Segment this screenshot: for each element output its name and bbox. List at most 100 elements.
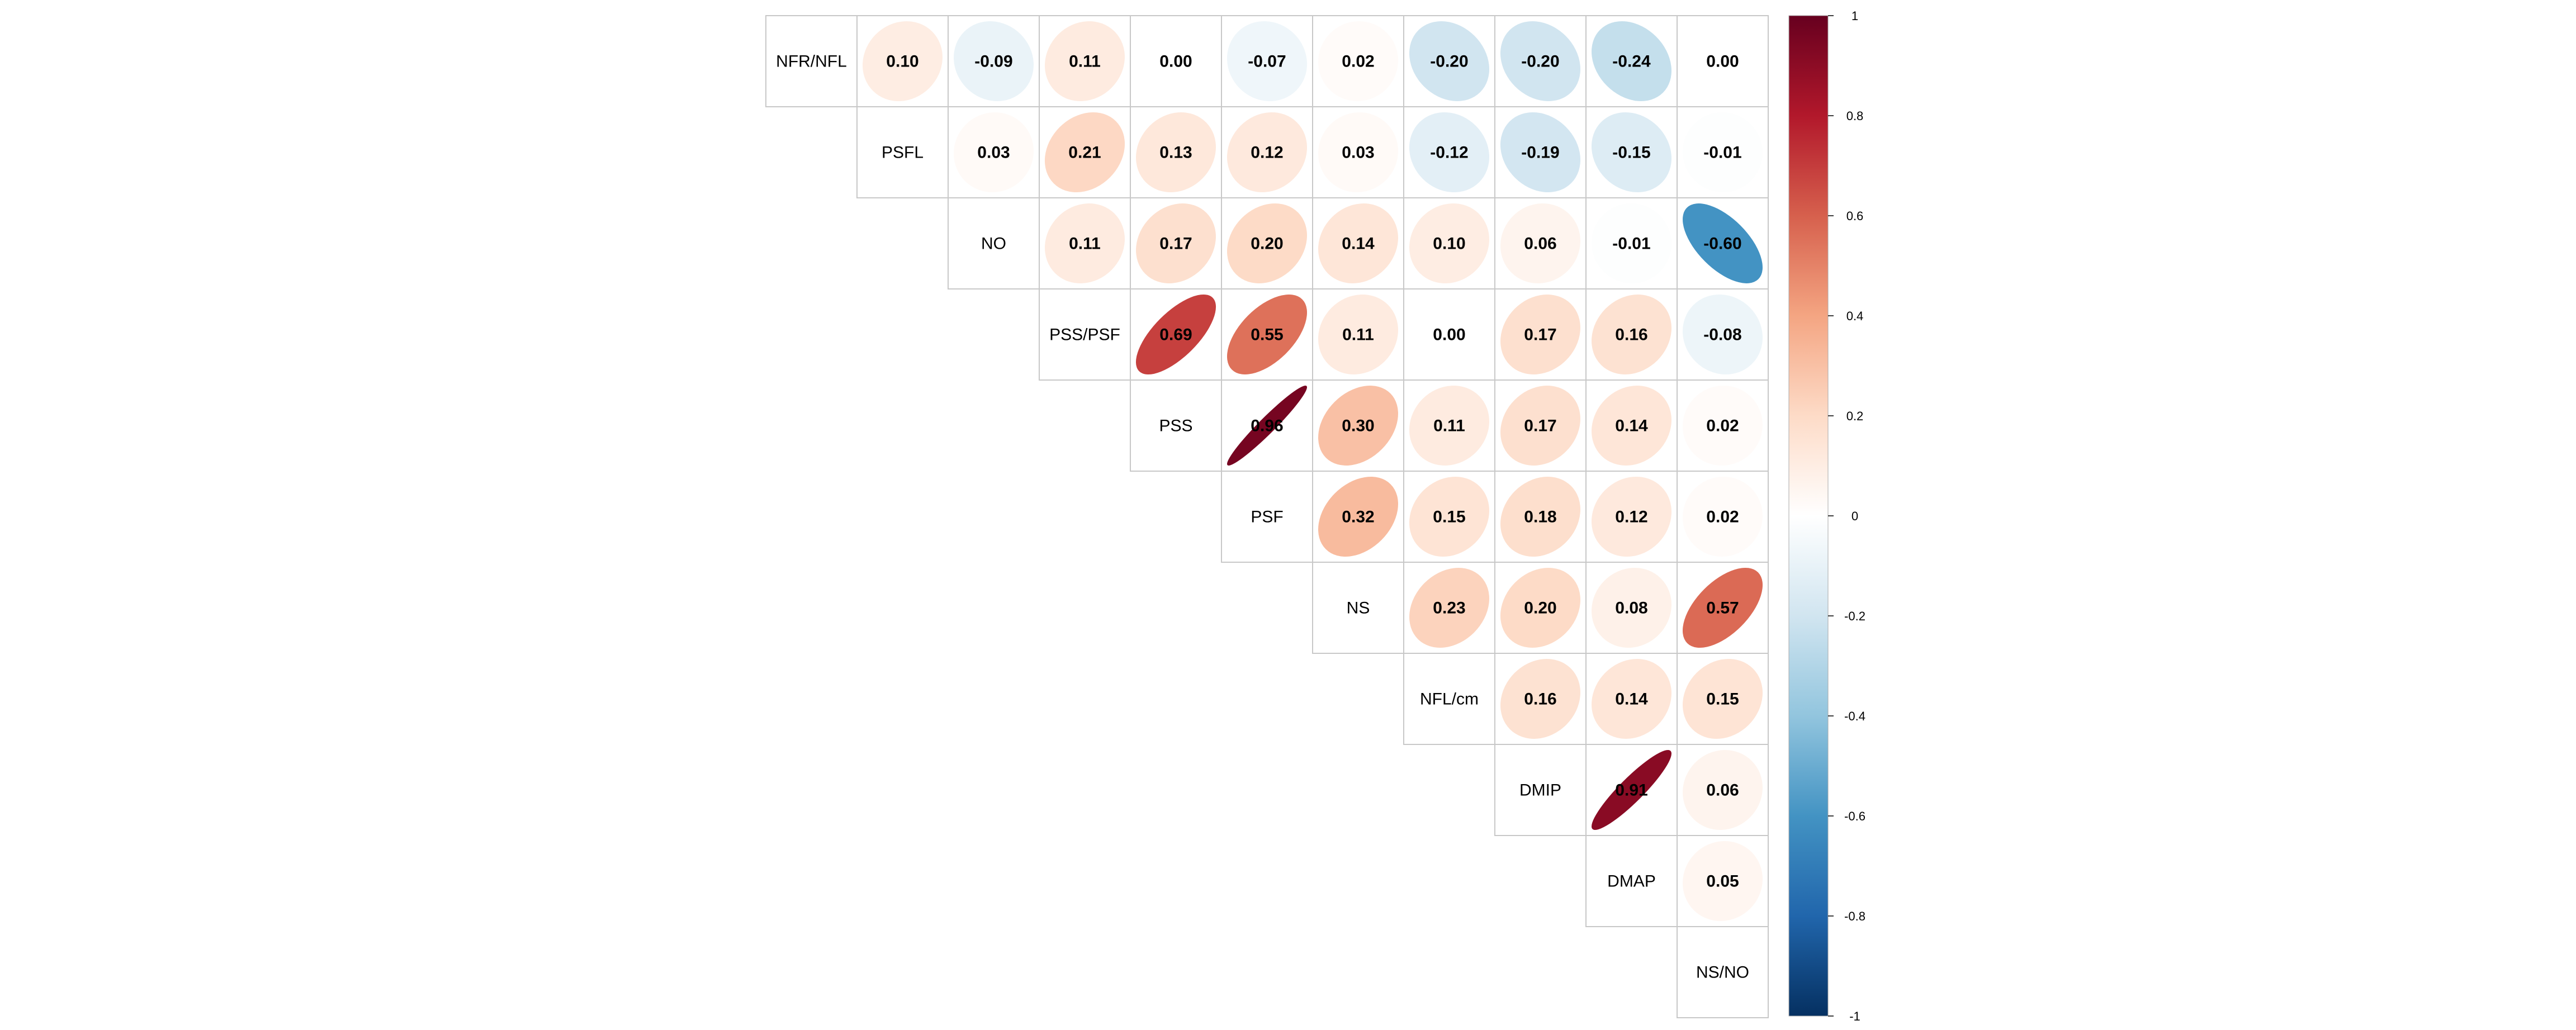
corr-ellipse-pss-psf-psf [1227, 294, 1308, 375]
corr-value-psfl-psf: 0.12 [1251, 144, 1283, 162]
corr-ellipse-no-dmap [1591, 203, 1672, 284]
corr-ellipse-ns-ns-no [1682, 567, 1763, 648]
corr-value-no-pss-psf: 0.11 [1069, 235, 1101, 253]
corr-value-psfl-nfl-cm: -0.12 [1430, 144, 1468, 162]
corr-ellipse-psf-nfl-cm [1409, 476, 1490, 557]
corr-ellipse-psfl-nfl-cm [1409, 112, 1490, 193]
corr-ellipse-nfr-nfl-no [954, 21, 1034, 101]
variable-label-psfl: PSFL [882, 144, 924, 162]
variable-label-pss-psf: PSS/PSF [1049, 326, 1120, 344]
corr-ellipse-psf-dmap [1591, 476, 1672, 557]
colorbar-tick-label: -0.6 [1844, 809, 1865, 823]
corr-value-no-pss: 0.17 [1159, 235, 1192, 253]
corr-ellipse-pss-dmap [1592, 386, 1671, 466]
corr-value-no-nfl-cm: 0.10 [1433, 235, 1465, 253]
variable-label-nfl-cm: NFL/cm [1420, 690, 1479, 709]
corr-value-nfr-nfl-dmap: -0.24 [1612, 53, 1651, 71]
corr-value-pss-dmap: 0.14 [1615, 417, 1648, 435]
colorbar-tick-label: 0 [1852, 509, 1858, 523]
corr-value-nfr-nfl-psf: -0.07 [1248, 53, 1286, 71]
corr-value-psfl-dmap: -0.15 [1612, 144, 1650, 162]
corr-ellipse-pss-psf-dmip [1500, 295, 1580, 374]
corr-ellipse-dmip-ns-no [1683, 750, 1763, 830]
corr-value-no-ns-no: -0.60 [1703, 235, 1741, 253]
corr-ellipse-nfr-nfl-dmip [1500, 21, 1581, 102]
corr-ellipse-no-ns [1318, 203, 1398, 283]
corr-value-nfr-nfl-pss-psf: 0.11 [1069, 53, 1101, 71]
corr-ellipse-pss-psf-dmap [1592, 295, 1671, 374]
corr-ellipse-nfr-nfl-ns [1318, 21, 1399, 102]
corr-ellipse-psfl-ns-no [1682, 112, 1763, 193]
corr-value-no-dmap: -0.01 [1612, 235, 1650, 253]
colorbar-tick-label: -0.4 [1844, 709, 1865, 723]
corr-ellipse-no-pss [1136, 203, 1216, 283]
corr-value-pss-nfl-cm: 0.11 [1433, 417, 1465, 435]
corr-ellipse-pss-ns [1318, 386, 1398, 466]
corr-value-pss-ns-no: 0.02 [1706, 417, 1739, 435]
corr-value-no-ns: 0.14 [1342, 235, 1375, 253]
corr-ellipse-pss-psf-ns-no [1682, 294, 1763, 375]
corr-value-ns-ns-no: 0.57 [1706, 599, 1739, 618]
corr-ellipse-psfl-pss [1135, 112, 1216, 193]
corr-value-psf-ns: 0.32 [1342, 508, 1374, 526]
corr-value-pss-psf-psf: 0.55 [1251, 326, 1283, 344]
corr-ellipse-pss-psf-pss [1135, 294, 1216, 375]
corr-ellipse-pss-nfl-cm [1409, 385, 1490, 466]
corr-ellipse-pss-psf-nfl-cm [1409, 295, 1489, 374]
colorbar-tick-label: 0.2 [1846, 409, 1864, 423]
variable-label-no: NO [981, 235, 1006, 253]
variable-label-dmap: DMAP [1607, 872, 1656, 891]
corr-ellipse-pss-psf-ns [1318, 294, 1399, 375]
corr-ellipse-pss-psf [1227, 386, 1307, 466]
colorbar-tick-label: -0.2 [1844, 609, 1865, 623]
corr-value-nfr-nfl-ns-no: 0.00 [1706, 53, 1739, 71]
colorbar: 1 0.8 0.6 0.4 0.2 0 -0.2 -0.4 -0.6 -0.8 -1 [1788, 9, 1865, 1023]
corr-ellipse-psf-ns [1318, 477, 1398, 557]
corr-value-nfl-cm-dmap: 0.14 [1615, 690, 1648, 709]
corr-value-pss-psf-ns-no: -0.08 [1703, 326, 1741, 344]
colorbar-tick-label: -1 [1849, 1009, 1860, 1023]
corr-ellipse-pss-dmip [1500, 386, 1580, 466]
corr-ellipse-nfr-nfl-pss-psf [1044, 21, 1125, 102]
colorbar-tick-label: -0.8 [1844, 909, 1865, 923]
corr-value-psfl-pss-psf: 0.21 [1068, 144, 1101, 162]
corr-ellipse-ns-nfl-cm [1409, 568, 1489, 648]
corr-value-nfr-nfl-pss: 0.00 [1159, 53, 1192, 71]
variable-label-ns-no: NS/NO [1696, 963, 1749, 982]
corr-value-nfl-cm-ns-no: 0.15 [1706, 690, 1739, 709]
variable-label-ns: NS [1347, 599, 1370, 618]
corr-value-pss-psf: 0.96 [1251, 417, 1283, 435]
variable-label-dmip: DMIP [1519, 781, 1561, 800]
colorbar-tick-label: 1 [1852, 9, 1858, 23]
corr-value-psfl-no: 0.03 [977, 144, 1010, 162]
corr-ellipse-psfl-pss-psf [1044, 112, 1125, 193]
correlation-grid [765, 15, 1769, 1018]
variable-label-psf: PSF [1251, 508, 1283, 526]
corr-ellipse-no-nfl-cm [1409, 203, 1489, 283]
variable-label-pss: PSS [1159, 417, 1192, 435]
corr-value-nfr-nfl-nfl-cm: -0.20 [1430, 53, 1468, 71]
corr-ellipse-psf-ns-no [1682, 476, 1763, 557]
corr-value-psfl-pss: 0.13 [1159, 144, 1192, 162]
corr-value-pss-psf-pss: 0.69 [1159, 326, 1192, 344]
corr-ellipse-psfl-psf [1227, 112, 1308, 193]
corr-ellipse-nfr-nfl-psf [1227, 21, 1308, 102]
variable-label-nfr-nfl: NFR/NFL [776, 53, 847, 71]
corr-ellipse-no-pss-psf [1044, 203, 1125, 284]
corr-value-no-psf: 0.20 [1251, 235, 1283, 253]
corr-value-psf-dmap: 0.12 [1615, 508, 1647, 526]
corr-ellipse-nfl-cm-dmip [1500, 659, 1580, 739]
corr-value-dmap-ns-no: 0.05 [1706, 872, 1739, 891]
colorbar-tick-label: 0.6 [1846, 209, 1864, 223]
corr-value-dmip-ns-no: 0.06 [1706, 781, 1739, 800]
corr-ellipse-nfr-nfl-ns-no [1683, 21, 1763, 101]
corr-value-no-dmip: 0.06 [1524, 235, 1556, 253]
corr-value-pss-ns: 0.30 [1342, 417, 1374, 435]
corr-ellipse-ns-dmap [1591, 567, 1672, 648]
corr-value-psfl-ns: 0.03 [1342, 144, 1374, 162]
corr-value-nfl-cm-dmip: 0.16 [1524, 690, 1556, 709]
corr-ellipse-no-ns-no [1683, 203, 1763, 283]
corr-value-psf-dmip: 0.18 [1524, 508, 1556, 526]
corr-value-pss-psf-ns: 0.11 [1342, 326, 1374, 344]
